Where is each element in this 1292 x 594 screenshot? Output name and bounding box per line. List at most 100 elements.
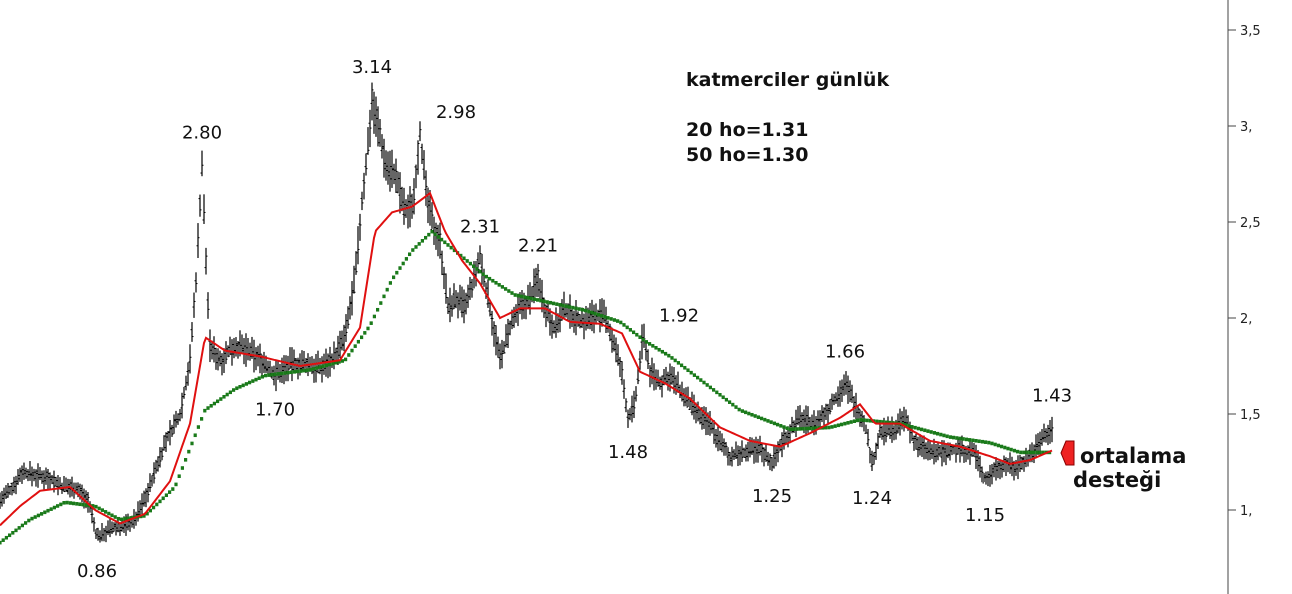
ma50-point (27, 518, 31, 523)
ma50-point (520, 294, 524, 299)
ma50-point (827, 425, 831, 430)
ma50-point (686, 368, 690, 373)
ma50-point (158, 499, 162, 504)
ma50-point (500, 285, 504, 289)
ma50-point (334, 360, 338, 365)
price-label: 1.92 (659, 305, 699, 326)
price-label: 2.21 (518, 236, 558, 257)
ma50-point (331, 361, 335, 366)
ma50-point (273, 372, 277, 377)
ma50-point (398, 266, 402, 270)
ma50-point (926, 429, 930, 433)
ma50-point (148, 508, 152, 513)
ma50-point (977, 439, 981, 444)
ma50-point (1012, 448, 1016, 453)
ma50-point (798, 427, 802, 431)
ma50-point (52, 505, 56, 510)
ma50-point (574, 306, 578, 311)
ma50-point (542, 299, 546, 304)
ma50-point (824, 425, 828, 430)
ma50-point (430, 229, 434, 234)
ma50-point (264, 373, 268, 378)
ma50-point (696, 375, 700, 380)
ma50-point (571, 305, 575, 310)
ma50-point (622, 323, 626, 327)
ma50-point (120, 517, 124, 522)
ma50-point (468, 261, 472, 266)
y-tick-label: 1, (1240, 504, 1252, 519)
ma50-point (760, 416, 764, 421)
ma50-point (852, 419, 856, 423)
ma50-point (516, 293, 520, 298)
y-tick-label: 2,5 (1240, 216, 1261, 231)
ma50-point (251, 379, 255, 383)
ma50-point (648, 342, 652, 346)
ma50-point (504, 287, 508, 291)
ma50-point (1032, 450, 1036, 455)
ma50-point (212, 401, 216, 406)
ma50-point (177, 474, 181, 479)
ma50-point (100, 508, 104, 512)
ma50-point (302, 368, 306, 373)
ma50-point (715, 390, 719, 395)
ma50-point (369, 321, 373, 325)
ma50-point (923, 428, 927, 433)
price-label: 1.43 (1032, 385, 1072, 406)
ma50-point (878, 419, 882, 424)
ma50-point (651, 344, 655, 348)
ma50-point (859, 418, 863, 422)
ma50-point (673, 358, 677, 363)
ma50-point (33, 515, 37, 519)
ma50-point (584, 308, 588, 313)
ma50-point (1003, 445, 1007, 450)
ma50-point (523, 295, 527, 299)
ma50-point (20, 523, 24, 528)
ma50-point (955, 436, 959, 440)
ma50-point (660, 349, 664, 354)
ma50-point (548, 300, 552, 305)
ma50-point (734, 405, 738, 409)
ma50-point (427, 232, 431, 237)
ma50-point (8, 533, 12, 538)
ma50-point (936, 431, 940, 436)
ma50-point (401, 261, 405, 266)
ma50-point (449, 245, 453, 250)
ma50-point (907, 424, 911, 428)
ma50-point (0, 540, 2, 545)
ma50-point (360, 335, 364, 340)
ma50-point (91, 504, 95, 508)
ma50-point (625, 325, 629, 330)
ma50-point (267, 373, 271, 377)
ma50-point (529, 296, 533, 301)
ma50-point (353, 344, 357, 348)
ma50-point (356, 339, 360, 344)
ma50-point (17, 526, 21, 530)
ma50-point (225, 392, 229, 397)
support-label-line2: desteği (1073, 468, 1161, 492)
ma50-point (206, 406, 210, 410)
ma50-point (305, 368, 309, 372)
ma50-point (724, 397, 728, 402)
ma50-point (1006, 446, 1010, 451)
ma50-point (193, 433, 197, 438)
chart-title: katmerciler günlük (686, 69, 889, 91)
ma50-point (932, 431, 936, 435)
ma50-point (964, 437, 968, 442)
ma50-point (376, 307, 380, 312)
price-label: 1.25 (752, 486, 792, 507)
ma50-point (171, 487, 175, 491)
price-label: 3.14 (352, 57, 392, 78)
ma50-point (75, 502, 79, 506)
ma50-point (552, 301, 556, 306)
ma50-point (699, 378, 703, 382)
ma50-point (465, 259, 469, 263)
price-label: 1.15 (965, 505, 1005, 526)
ma50-point (881, 420, 885, 424)
ma50-point (321, 364, 325, 369)
ma50-point (292, 370, 296, 374)
ma50-point (129, 516, 133, 520)
ma50-point (385, 287, 389, 292)
ma50-point (811, 426, 815, 431)
ma50-point (113, 515, 117, 519)
ma50-point (968, 438, 972, 442)
